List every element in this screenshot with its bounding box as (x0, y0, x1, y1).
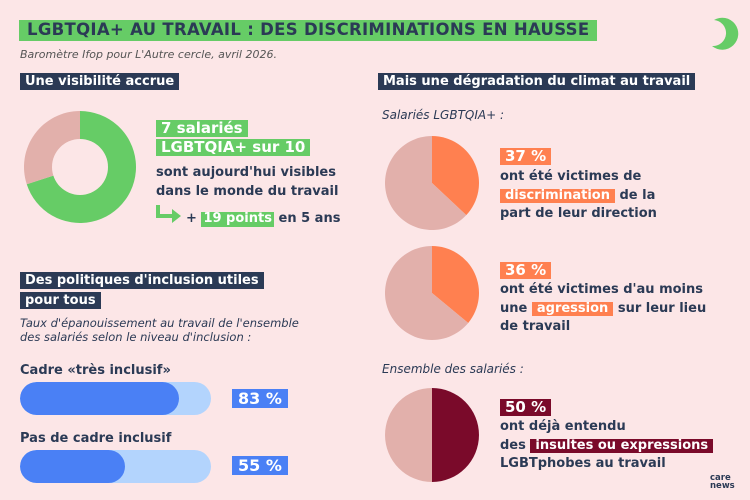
heading-line: Des politiques d'inclusion utiles (20, 272, 264, 289)
line: des (500, 437, 526, 453)
subtitle-line: des salariés selon le niveau d'inclusion… (20, 330, 252, 344)
line: ont été victimes de (500, 169, 642, 184)
stat-value: 50 % (500, 398, 552, 417)
carenews-logo: care news (710, 473, 735, 491)
visibility-stat-line1: 7 salariés (156, 119, 248, 138)
visibility-growth: + 19 points en 5 ans (186, 210, 340, 229)
group-label: Salariés LGBTQIA+ : (382, 108, 505, 122)
pie-slice (385, 246, 469, 340)
pie-slice (385, 388, 432, 482)
bar-label: Pas de cadre inclusif (20, 431, 172, 446)
bar-fill (20, 382, 179, 415)
donut-hole (52, 139, 108, 195)
bar-value: 83 % (232, 389, 288, 408)
line: de la (619, 187, 656, 203)
line: une (500, 300, 528, 316)
bar-track (20, 450, 211, 483)
bar-value: 55 % (232, 456, 288, 475)
pie-slice (432, 246, 479, 323)
brand-logo-icon (712, 17, 739, 50)
section-heading-inclusion: Des politiques d'inclusion utiles pour to… (20, 270, 264, 310)
stat-value: 36 % (500, 261, 552, 280)
line: LGBTphobes au travail (500, 456, 666, 471)
line: ont déjà entendu (500, 419, 626, 434)
plus: + (186, 211, 197, 226)
desc-line: sont aujourd'hui visibles (156, 165, 336, 180)
bar-label: Cadre «très inclusif» (20, 363, 171, 378)
pie-discrimination (385, 136, 479, 230)
page-title: LGBTQIA+ AU TRAVAIL : DES DISCRIMINATION… (19, 20, 598, 41)
visibility-stat-line2: LGBTQIA+ sur 10 (156, 138, 311, 157)
stat-description: ont été victimes de discrimination de la p… (500, 168, 657, 224)
desc-line: dans le monde du travail (156, 183, 339, 199)
bar-track (20, 382, 211, 415)
highlight: insultes ou expressions (530, 438, 714, 454)
group-label: Ensemble des salariés : (382, 362, 524, 376)
highlight: discrimination (500, 188, 615, 204)
heading-line: pour tous (20, 292, 101, 309)
visibility-donut (24, 111, 136, 223)
pie-slice (385, 136, 467, 230)
arrow-down-right-icon (156, 205, 181, 223)
stat-description: ont été victimes d'au moins une agression… (500, 281, 706, 337)
inclusion-subtitle: Taux d'épanouissement au travail de l'en… (20, 316, 299, 344)
pie-slice (432, 136, 479, 216)
section-heading-visibility: Une visibilité accrue (20, 73, 180, 90)
pie-slice (432, 388, 479, 482)
section-heading-climate: Mais une dégradation du climat au travai… (378, 73, 696, 90)
subtitle-line: Taux d'épanouissement au travail de l'en… (20, 316, 299, 330)
stat-value: 37 % (500, 147, 552, 166)
pie-agression (385, 246, 479, 340)
stat-description: ont déjà entendu des insultes ou expressi… (500, 418, 714, 474)
period: en 5 ans (278, 211, 341, 226)
pie-insultes (385, 388, 479, 482)
line: sur leur lieu (617, 300, 707, 316)
visibility-description: sont aujourd'hui visibles dans le monde d… (156, 164, 338, 201)
source-note: Baromètre Ifop pour L'Autre cercle, avri… (20, 48, 277, 61)
highlight: agression (531, 301, 614, 317)
line: ont été victimes d'au moins (500, 282, 703, 297)
line: de travail (500, 319, 571, 334)
line: part de leur direction (500, 206, 657, 221)
points-highlight: 19 points (201, 211, 274, 227)
bar-fill (20, 450, 126, 483)
